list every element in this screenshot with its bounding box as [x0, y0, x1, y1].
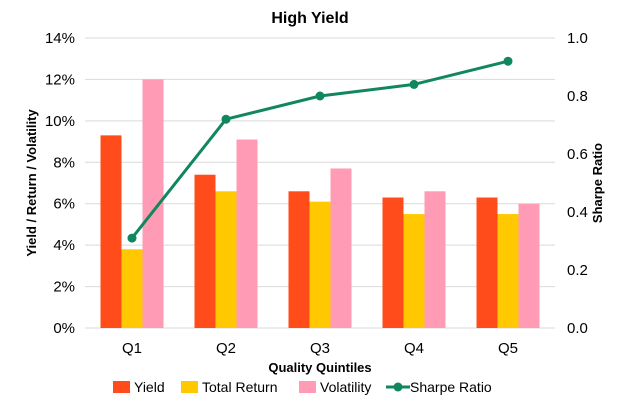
y-axis-label: Yield / Return / Volatility [24, 109, 39, 257]
legend-label: Volatility [320, 379, 371, 395]
bar-volatility [518, 203, 540, 328]
bar-total-return [403, 214, 425, 328]
bar-volatility [142, 79, 164, 328]
axis-ticks: 0% 2% 4% 6% 8% 10% 12% 14% 0.0 0.2 0.4 0.6 0.8 1.0 Q1 Q… [45, 30, 588, 357]
legend-swatch [299, 381, 316, 393]
y2-axis-label: Sharpe Ratio [590, 143, 605, 223]
y2-tick-label: 1.0 [567, 30, 588, 47]
line-point [127, 233, 137, 243]
x-axis-label: Quality Quintiles [268, 360, 371, 375]
y2-tick-label: 0.0 [567, 320, 588, 337]
y2-tick-label: 0.8 [567, 88, 588, 105]
bar-total-return [121, 249, 143, 328]
legend-label: Sharpe Ratio [410, 379, 492, 395]
bar-volatility [424, 191, 446, 328]
y2-tick-label: 0.4 [567, 204, 588, 221]
sharpe-line [127, 56, 513, 243]
legend-swatch [113, 381, 130, 393]
y2-tick-label: 0.2 [567, 262, 588, 279]
y-tick-label: 14% [45, 30, 75, 47]
line-point [221, 114, 231, 124]
y2-tick-label: 0.6 [567, 146, 588, 163]
legend-marker [393, 382, 403, 392]
bar-volatility [330, 168, 352, 328]
y-tick-label: 10% [45, 113, 75, 130]
bar-yield [194, 174, 216, 328]
legend-label: Yield [134, 379, 165, 395]
bar-yield [476, 197, 498, 328]
bar-yield [382, 197, 404, 328]
bar-volatility [236, 139, 258, 328]
bar-yield [100, 135, 122, 328]
line-point [503, 56, 513, 66]
x-tick-label: Q1 [122, 340, 142, 357]
bars [100, 79, 540, 328]
y-tick-label: 2% [53, 279, 75, 296]
line-point [315, 91, 325, 101]
chart-title: High Yield [271, 10, 348, 27]
bar-yield [288, 191, 310, 328]
y-tick-label: 0% [53, 320, 75, 337]
legend-swatch [181, 381, 198, 393]
x-tick-label: Q3 [310, 340, 330, 357]
bar-total-return [309, 201, 331, 328]
line-point [409, 79, 419, 89]
bar-total-return [497, 214, 519, 328]
x-tick-label: Q2 [216, 340, 236, 357]
x-tick-label: Q5 [498, 340, 518, 357]
y-tick-label: 6% [53, 196, 75, 213]
x-tick-label: Q4 [404, 340, 424, 357]
legend-label: Total Return [202, 379, 277, 395]
y-tick-label: 4% [53, 237, 75, 254]
legend: Yield Total Return Volatility Sharpe Ratio [113, 379, 492, 395]
y-tick-label: 8% [53, 154, 75, 171]
y-tick-label: 12% [45, 71, 75, 88]
bar-total-return [215, 191, 237, 328]
